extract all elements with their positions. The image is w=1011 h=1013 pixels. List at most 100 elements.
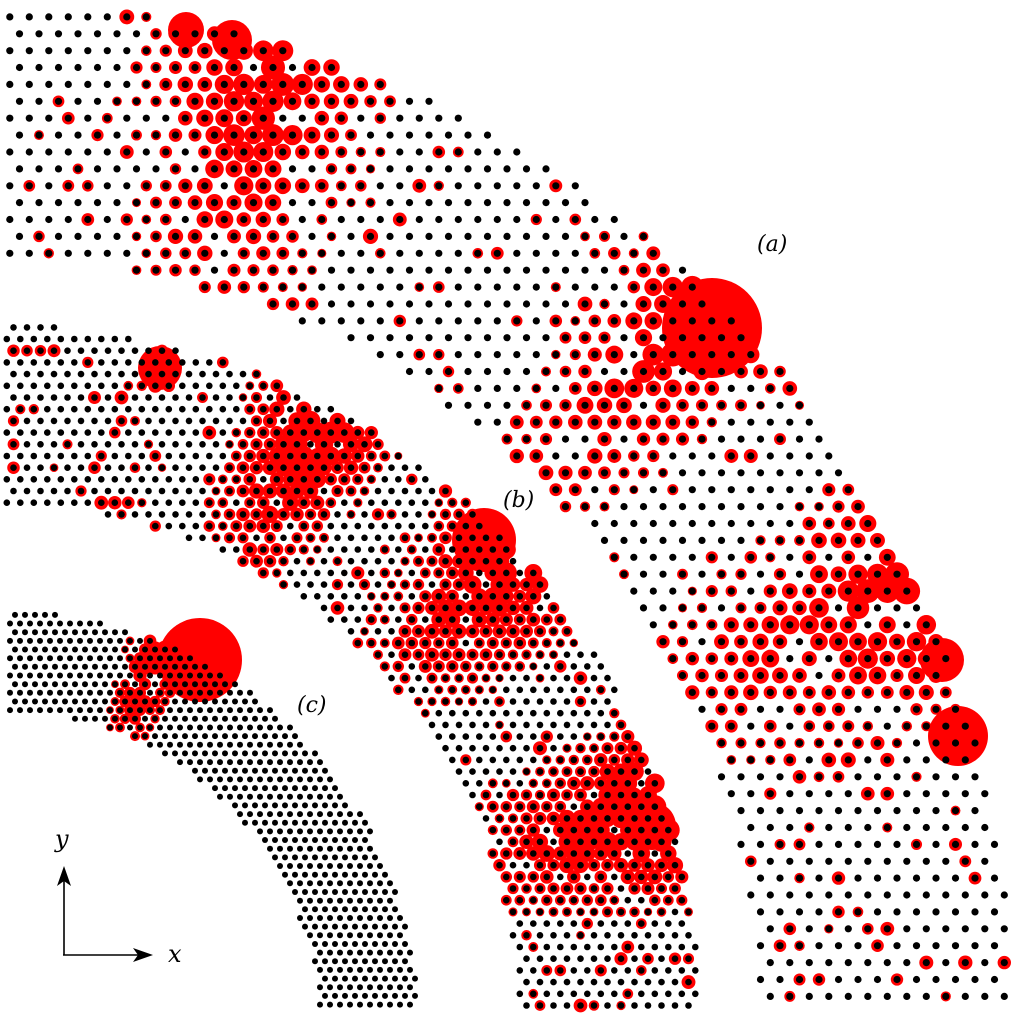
atom-a xyxy=(717,503,726,511)
atom-b xyxy=(489,639,497,647)
atom-c xyxy=(117,707,123,714)
atom-c xyxy=(92,698,98,705)
atom-a xyxy=(376,148,384,156)
atom-a xyxy=(249,97,258,105)
atom-b xyxy=(503,569,510,577)
atom-a xyxy=(649,553,657,561)
atom-b xyxy=(260,476,267,483)
atom-a xyxy=(766,756,774,764)
atom-c xyxy=(187,689,193,696)
atom-c xyxy=(317,828,323,835)
atom-b xyxy=(408,522,416,530)
atom-c xyxy=(287,793,293,800)
atom-c xyxy=(317,915,323,921)
atom-b xyxy=(226,464,233,472)
atom-a xyxy=(805,959,813,967)
atom-c xyxy=(292,854,298,861)
atom-c xyxy=(217,724,223,731)
atom-a xyxy=(698,334,706,342)
atom-a xyxy=(210,232,219,240)
atom-b xyxy=(354,476,362,483)
atom-b xyxy=(597,733,605,740)
atom-b xyxy=(428,721,436,729)
atom-a xyxy=(347,232,355,240)
atom-a xyxy=(210,199,219,207)
atom-a xyxy=(893,671,901,680)
atom-c xyxy=(347,828,353,835)
atom-b xyxy=(604,955,611,962)
atom-b xyxy=(199,370,206,378)
atom-c xyxy=(367,915,373,921)
atom-b xyxy=(64,487,71,495)
atom-b xyxy=(449,593,456,600)
atom-c xyxy=(342,854,348,861)
atom-a xyxy=(815,503,823,511)
atom-a xyxy=(171,97,180,105)
atom-c xyxy=(372,941,378,947)
atom-c xyxy=(232,715,238,722)
atom-b xyxy=(597,756,605,764)
atom-c xyxy=(297,845,303,852)
atom-a xyxy=(288,97,297,105)
atom-b xyxy=(104,441,112,448)
atom-c xyxy=(322,941,328,947)
atom-b xyxy=(138,452,146,460)
atom-b xyxy=(570,873,578,881)
atom-a xyxy=(678,334,687,342)
atom-a xyxy=(786,857,794,865)
atom-c xyxy=(307,776,313,783)
atom-b xyxy=(91,417,98,425)
atom-c xyxy=(182,663,188,670)
atom-b xyxy=(550,698,557,705)
atom-a xyxy=(561,367,570,376)
atom-b xyxy=(590,908,598,916)
atom-a xyxy=(600,367,609,376)
atom-a xyxy=(152,165,160,173)
atom-b xyxy=(401,511,409,518)
atom-b xyxy=(536,932,544,939)
atom-a xyxy=(951,807,960,815)
atom-b xyxy=(550,604,557,612)
atom-a xyxy=(493,384,501,392)
atom-c xyxy=(42,611,48,618)
atom-b xyxy=(44,499,51,507)
atom-a xyxy=(610,249,618,257)
x-axis-label: x xyxy=(168,940,182,968)
atom-b xyxy=(64,347,71,355)
atom-a xyxy=(669,587,677,595)
atom-b xyxy=(84,452,92,460)
atom-a xyxy=(971,908,979,916)
atom-c xyxy=(392,941,398,947)
atom-c xyxy=(377,932,383,939)
atom-c xyxy=(342,992,348,999)
atom-b xyxy=(449,756,456,764)
atom-b xyxy=(536,628,544,635)
atom-b xyxy=(287,429,294,436)
atom-b xyxy=(131,441,139,448)
atom-b xyxy=(462,522,470,530)
atom-a xyxy=(659,300,667,308)
atom-a xyxy=(162,215,170,224)
atom-b xyxy=(381,593,389,600)
atom-c xyxy=(227,776,233,783)
atom-c xyxy=(47,672,53,679)
atom-a xyxy=(240,148,248,156)
atom-b xyxy=(293,464,301,472)
atom-a xyxy=(893,942,901,950)
atom-b xyxy=(361,581,368,588)
atom-c xyxy=(172,663,178,670)
atom-b xyxy=(239,417,247,425)
atom-b xyxy=(260,522,267,530)
atom-b xyxy=(590,651,598,658)
atom-c xyxy=(17,707,23,714)
atom-a xyxy=(737,469,745,477)
atom-b xyxy=(354,452,362,460)
atom-b xyxy=(118,487,125,495)
atom-b xyxy=(577,674,584,682)
atom-b xyxy=(509,791,517,799)
atom-a xyxy=(347,165,355,173)
atom-c xyxy=(357,845,363,852)
atom-b xyxy=(631,791,638,799)
atom-b xyxy=(104,487,112,495)
atom-a xyxy=(971,807,979,815)
